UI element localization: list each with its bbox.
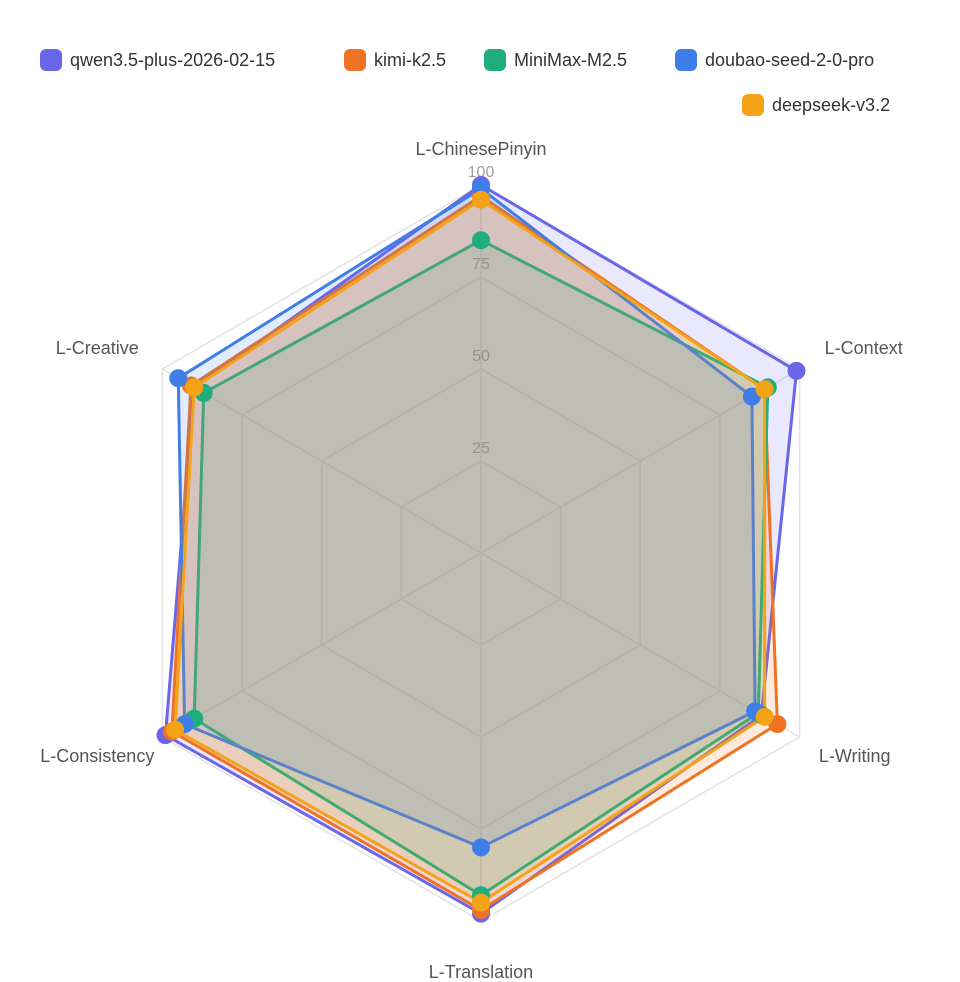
series-areas	[163, 183, 799, 916]
legend-swatch-icon	[344, 49, 366, 71]
series-point[interactable]	[755, 380, 774, 399]
grid-spoke	[161, 552, 482, 738]
grid-spoke	[480, 552, 801, 738]
legend-item-qwen3-5-plus[interactable]: qwen3.5-plus-2026-02-15	[40, 49, 275, 71]
legend-label: kimi-k2.5	[374, 50, 447, 70]
tick-label: 50	[472, 348, 490, 365]
legend-item-minimax-m2-5[interactable]: MiniMax-M2.5	[484, 49, 627, 71]
series-points	[156, 176, 806, 923]
indicator-labels: L-ChinesePinyin L-Context L-Writing L-Trans…	[40, 139, 902, 982]
indicator-label: L-Creative	[56, 338, 139, 358]
series-point[interactable]	[472, 190, 490, 209]
series-point[interactable]	[169, 369, 188, 388]
legend-item-doubao-seed-2-0-pro[interactable]: doubao-seed-2-0-pro	[675, 49, 874, 71]
tick-label: 75	[472, 256, 490, 273]
legend-item-deepseek-v3-2[interactable]: deepseek-v3.2	[742, 94, 890, 116]
series-point[interactable]	[755, 707, 774, 726]
legend-label: doubao-seed-2-0-pro	[705, 50, 875, 70]
series-point[interactable]	[472, 838, 490, 857]
indicator-label: L-Translation	[429, 962, 533, 982]
series-point[interactable]	[472, 231, 490, 250]
legend-label: deepseek-v3.2	[772, 95, 891, 115]
legend-label: MiniMax-M2.5	[514, 50, 628, 70]
tick-label: 100	[468, 164, 495, 181]
indicator-label: L-Context	[825, 338, 903, 358]
legend-swatch-icon	[40, 49, 62, 71]
series-point[interactable]	[166, 720, 185, 739]
legend-swatch-icon	[675, 49, 697, 71]
series-point[interactable]	[472, 893, 490, 912]
indicator-label: L-Consistency	[40, 746, 154, 766]
grid-spoke	[161, 368, 482, 554]
series-point[interactable]	[185, 378, 204, 397]
tick-labels: 25 50 75 100	[468, 164, 495, 457]
series-point[interactable]	[787, 361, 806, 380]
legend-swatch-icon	[742, 94, 764, 116]
legend-item-kimi-k2-5[interactable]: kimi-k2.5	[344, 49, 446, 71]
indicator-label: L-Writing	[819, 746, 891, 766]
legend-label: qwen3.5-plus-2026-02-15	[70, 50, 276, 70]
tick-label: 25	[472, 440, 490, 457]
indicator-label: L-ChinesePinyin	[415, 139, 546, 159]
legend-swatch-icon	[484, 49, 506, 71]
